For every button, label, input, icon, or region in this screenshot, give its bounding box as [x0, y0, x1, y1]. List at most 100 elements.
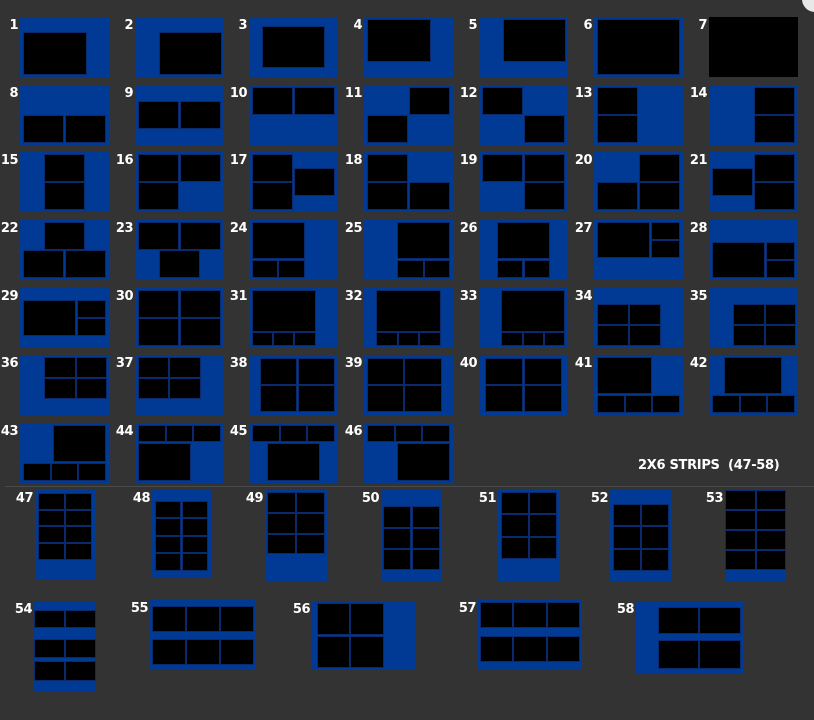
template-16[interactable] — [135, 152, 224, 212]
template-36[interactable] — [20, 355, 109, 415]
template-32[interactable] — [364, 288, 453, 348]
photo-slot — [480, 636, 514, 663]
photo-slot — [154, 535, 182, 554]
template-35[interactable] — [709, 288, 798, 348]
template-37[interactable] — [135, 355, 224, 415]
template-11[interactable] — [364, 85, 453, 145]
photo-slot — [34, 639, 65, 659]
photo-slot — [501, 536, 529, 559]
template-29[interactable] — [20, 288, 109, 348]
template-25[interactable] — [364, 220, 453, 280]
template-5[interactable] — [479, 17, 568, 77]
template-31[interactable] — [249, 288, 338, 348]
template-51[interactable] — [498, 490, 560, 582]
template-27[interactable] — [594, 220, 683, 280]
template-7[interactable] — [709, 17, 798, 77]
template-number: 32 — [344, 289, 363, 304]
template-30[interactable] — [135, 288, 224, 348]
photo-slot — [65, 610, 96, 629]
template-15[interactable] — [20, 152, 109, 212]
template-33[interactable] — [479, 288, 568, 348]
template-55[interactable] — [150, 600, 256, 670]
template-20[interactable] — [594, 152, 683, 212]
template-10[interactable] — [249, 85, 338, 145]
template-number: 48 — [132, 491, 151, 506]
template-56[interactable] — [312, 601, 416, 670]
template-4[interactable] — [364, 17, 453, 77]
photo-slot — [529, 491, 557, 515]
template-13[interactable] — [594, 85, 683, 145]
template-6[interactable] — [594, 17, 683, 77]
template-17[interactable] — [249, 152, 338, 212]
template-19[interactable] — [479, 152, 568, 212]
template-52[interactable] — [610, 490, 672, 582]
photo-slot — [251, 331, 274, 347]
photo-slot — [366, 385, 405, 412]
photo-slot — [152, 605, 187, 633]
template-50[interactable] — [381, 490, 442, 581]
photo-slot — [350, 603, 384, 636]
template-39[interactable] — [364, 355, 453, 415]
template-21[interactable] — [709, 152, 798, 212]
photo-slot — [755, 550, 786, 571]
template-40[interactable] — [479, 355, 568, 415]
template-28[interactable] — [709, 220, 798, 280]
photo-slot — [641, 526, 669, 549]
photo-slot — [44, 356, 76, 378]
template-41[interactable] — [594, 355, 683, 415]
template-23[interactable] — [135, 220, 224, 280]
template-3[interactable] — [249, 17, 338, 77]
template-12[interactable] — [479, 85, 568, 145]
template-49[interactable] — [265, 490, 327, 582]
photo-slot — [22, 115, 64, 144]
template-number: 33 — [459, 289, 478, 304]
template-43[interactable] — [20, 423, 109, 483]
photo-slot — [137, 153, 179, 182]
photo-slot — [523, 358, 562, 385]
template-22[interactable] — [20, 220, 109, 280]
photo-slot — [366, 358, 405, 385]
template-number: 34 — [574, 289, 593, 304]
template-42[interactable] — [709, 355, 798, 415]
template-number: 55 — [130, 601, 149, 616]
template-57[interactable] — [478, 600, 582, 670]
template-9[interactable] — [135, 85, 224, 145]
photo-slot — [366, 424, 395, 443]
template-1[interactable] — [20, 17, 109, 77]
photo-slot — [22, 250, 64, 279]
template-number: 56 — [292, 602, 311, 617]
template-45[interactable] — [249, 423, 338, 483]
template-number: 22 — [0, 221, 19, 236]
photo-slot — [259, 358, 298, 385]
photo-slot — [296, 512, 326, 534]
window-corner-button[interactable] — [802, 0, 814, 12]
template-34[interactable] — [594, 288, 683, 348]
template-number: 5 — [468, 18, 477, 33]
template-8[interactable] — [20, 85, 109, 145]
photo-slot — [251, 86, 293, 115]
photo-slot — [596, 115, 638, 144]
template-24[interactable] — [249, 220, 338, 280]
template-46[interactable] — [364, 423, 453, 483]
template-44[interactable] — [135, 423, 224, 483]
template-2[interactable] — [135, 17, 224, 77]
template-48[interactable] — [152, 490, 211, 578]
photo-slot — [137, 289, 180, 318]
photo-slot — [755, 530, 786, 551]
template-38[interactable] — [249, 355, 338, 415]
template-47[interactable] — [35, 490, 95, 580]
template-18[interactable] — [364, 152, 453, 212]
template-54[interactable] — [34, 601, 96, 692]
photo-slot — [180, 101, 222, 130]
template-58[interactable] — [636, 601, 744, 673]
photo-slot — [639, 182, 681, 211]
template-26[interactable] — [479, 220, 568, 280]
photo-slot — [513, 602, 547, 628]
photo-slot — [411, 527, 441, 549]
template-14[interactable] — [709, 85, 798, 145]
template-53[interactable] — [725, 490, 786, 581]
photo-slot — [754, 115, 796, 144]
photo-slot — [38, 492, 65, 510]
photo-slot — [765, 242, 796, 261]
photo-slot — [65, 526, 92, 544]
